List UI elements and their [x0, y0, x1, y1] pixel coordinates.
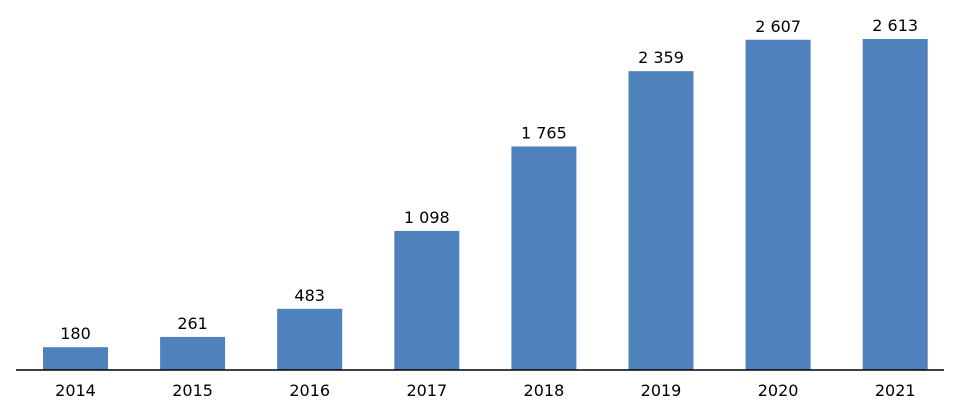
x-tick-label-2014: 2014 [55, 381, 96, 400]
bar-2014 [43, 347, 108, 370]
data-label-2018: 1 765 [521, 123, 567, 142]
data-label-2019: 2 359 [638, 48, 684, 67]
bar-2016 [277, 308, 343, 370]
x-tick-label-2021: 2021 [875, 381, 916, 400]
bar-2021 [862, 39, 928, 370]
bar-2020 [745, 39, 811, 371]
bar-2018 [511, 146, 577, 370]
x-tick-label-2018: 2018 [524, 381, 565, 400]
data-label-2017: 1 098 [404, 208, 450, 227]
bar-2019 [628, 71, 694, 370]
data-label-2020: 2 607 [755, 17, 801, 36]
bar-2015 [160, 336, 226, 370]
data-label-2021: 2 613 [872, 16, 918, 35]
data-label-2016: 483 [294, 286, 325, 305]
x-tick-label-2020: 2020 [758, 381, 799, 400]
data-label-2015: 261 [177, 314, 208, 333]
x-tick-label-2019: 2019 [641, 381, 682, 400]
data-label-2014: 180 [60, 324, 91, 343]
x-tick-label-2015: 2015 [172, 381, 213, 400]
x-tick-label-2016: 2016 [289, 381, 330, 400]
bar-2017 [394, 230, 460, 370]
x-tick-label-2017: 2017 [406, 381, 447, 400]
